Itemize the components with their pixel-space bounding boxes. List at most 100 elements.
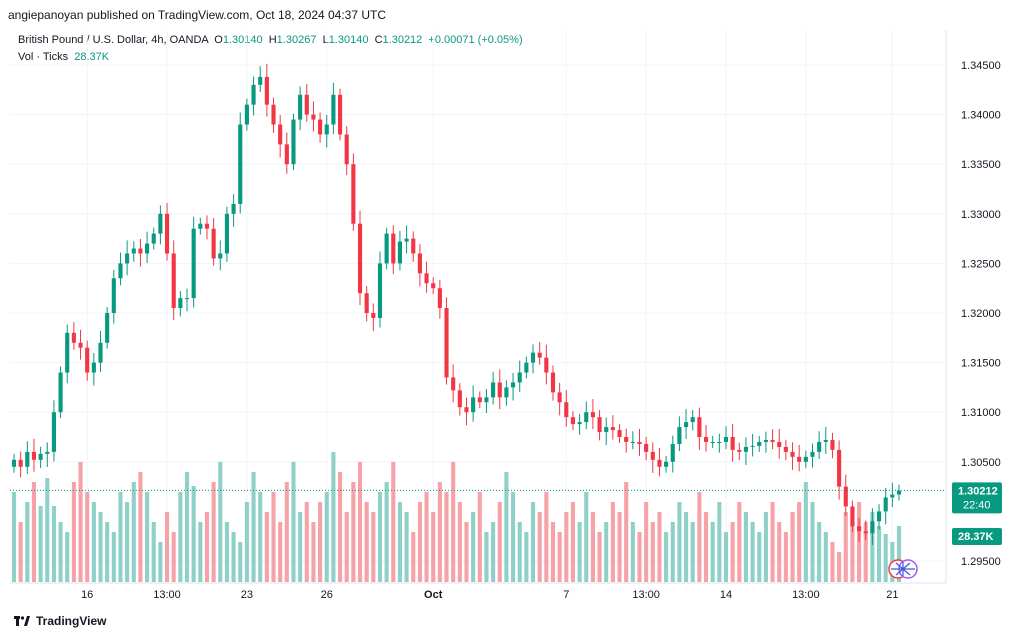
candle-body (524, 362, 529, 373)
candle-body (78, 342, 83, 348)
candle-body (98, 342, 103, 363)
volume-bar (65, 532, 70, 582)
volume-bar (537, 512, 542, 582)
candle-body (803, 456, 808, 462)
candle-body (38, 453, 43, 460)
volume-bar (211, 482, 216, 582)
candle-body (471, 397, 476, 413)
volume-bar (45, 478, 50, 582)
volume-bar (703, 512, 709, 582)
volume-bar (18, 522, 23, 582)
volume-bar (510, 492, 516, 582)
tradingview-logo-icon (14, 616, 30, 626)
volume-bar (803, 482, 808, 582)
volume-bar (91, 502, 96, 582)
candle-body (597, 417, 602, 433)
candle-body (783, 446, 788, 452)
volume-bar (377, 492, 383, 582)
volume-bar (444, 492, 449, 582)
volume-bar (863, 522, 868, 582)
volume-bar (850, 522, 855, 582)
symbol-legend: British Pound / U.S. Dollar, 4h, OANDA O… (18, 34, 523, 46)
volume-bar (610, 502, 615, 582)
candle-body (384, 233, 389, 264)
volume-value: 28.37K (74, 51, 110, 63)
volume-bar (38, 506, 43, 582)
volume-bar (424, 492, 429, 582)
candle-body (630, 441, 635, 443)
volume-bar (843, 512, 848, 582)
candle-body (45, 451, 50, 454)
volume-bar (491, 522, 496, 582)
candle-body (25, 451, 30, 467)
candle-body (111, 278, 116, 313)
volume-bar (584, 492, 589, 582)
countdown-value: 22:40 (963, 499, 991, 511)
volume-bar (171, 532, 176, 582)
candle-body (178, 298, 183, 309)
volume-bar (664, 532, 669, 582)
volume-bar (697, 492, 702, 582)
candle-body (397, 241, 403, 264)
candle-body (557, 392, 562, 403)
time-tick-label: 16 (81, 589, 93, 601)
candle-body (650, 451, 655, 460)
publisher-line: angiepanoyan published on TradingView.co… (8, 8, 387, 22)
candle-body (737, 449, 742, 452)
candle-body (484, 397, 489, 403)
candle-body (624, 437, 629, 442)
volume-bar (404, 512, 409, 582)
volume-bar (896, 526, 902, 582)
candle-body (284, 144, 289, 165)
volume-bar (78, 462, 83, 582)
tradingview-brand: TradingView (36, 614, 107, 628)
candles (11, 63, 902, 546)
volume-indicator-name[interactable]: Vol · Ticks (18, 51, 69, 63)
volume-bar (151, 522, 156, 582)
price-tick-label: 1.31500 (961, 358, 1001, 370)
volume-bar (617, 512, 622, 582)
volume-bar (524, 532, 529, 582)
candle-body (670, 443, 675, 462)
volume-bar (451, 462, 456, 582)
volume-bar (397, 502, 403, 582)
candle-body (890, 494, 895, 498)
volume-bar (657, 512, 662, 582)
candle-body (138, 248, 143, 254)
price-tick-label: 1.33500 (961, 159, 1001, 171)
volume-bar (264, 512, 269, 582)
candle-body (537, 352, 542, 358)
price-tick-label: 1.30500 (961, 457, 1001, 469)
high-label: H (268, 34, 277, 46)
volume-bar (870, 512, 875, 582)
candle-body (883, 497, 888, 512)
symbol-name[interactable]: British Pound / U.S. Dollar, 4h, OANDA (18, 34, 209, 46)
uk-us-flags-icon[interactable] (888, 559, 918, 579)
candle-body (876, 511, 882, 522)
volume-bars (11, 452, 902, 582)
candle-body (750, 445, 755, 447)
volume-bar (810, 502, 815, 582)
candle-body (164, 213, 170, 254)
candle-body (131, 248, 136, 254)
candle-body (251, 84, 256, 105)
volume-bar (364, 502, 369, 582)
candle-body (810, 451, 815, 457)
candle-body (344, 134, 349, 165)
volume-bar (763, 512, 768, 582)
volume-bar (178, 492, 183, 582)
price-axis: 1.34500 1.34000 1.33500 1.33000 1.32500 1.320… (961, 60, 1001, 568)
time-tick-label: 13:00 (153, 589, 181, 601)
volume-bar (530, 502, 536, 582)
volume-bar (471, 512, 476, 582)
candle-body (417, 253, 422, 274)
volume-bar (817, 522, 822, 582)
candle-body (171, 253, 176, 309)
volume-bar (344, 512, 349, 582)
low-value: 1.30140 (328, 34, 369, 46)
candle-body (730, 437, 735, 450)
volume-bar (111, 532, 116, 582)
candle-body (151, 233, 156, 244)
volume-bar (857, 502, 862, 582)
